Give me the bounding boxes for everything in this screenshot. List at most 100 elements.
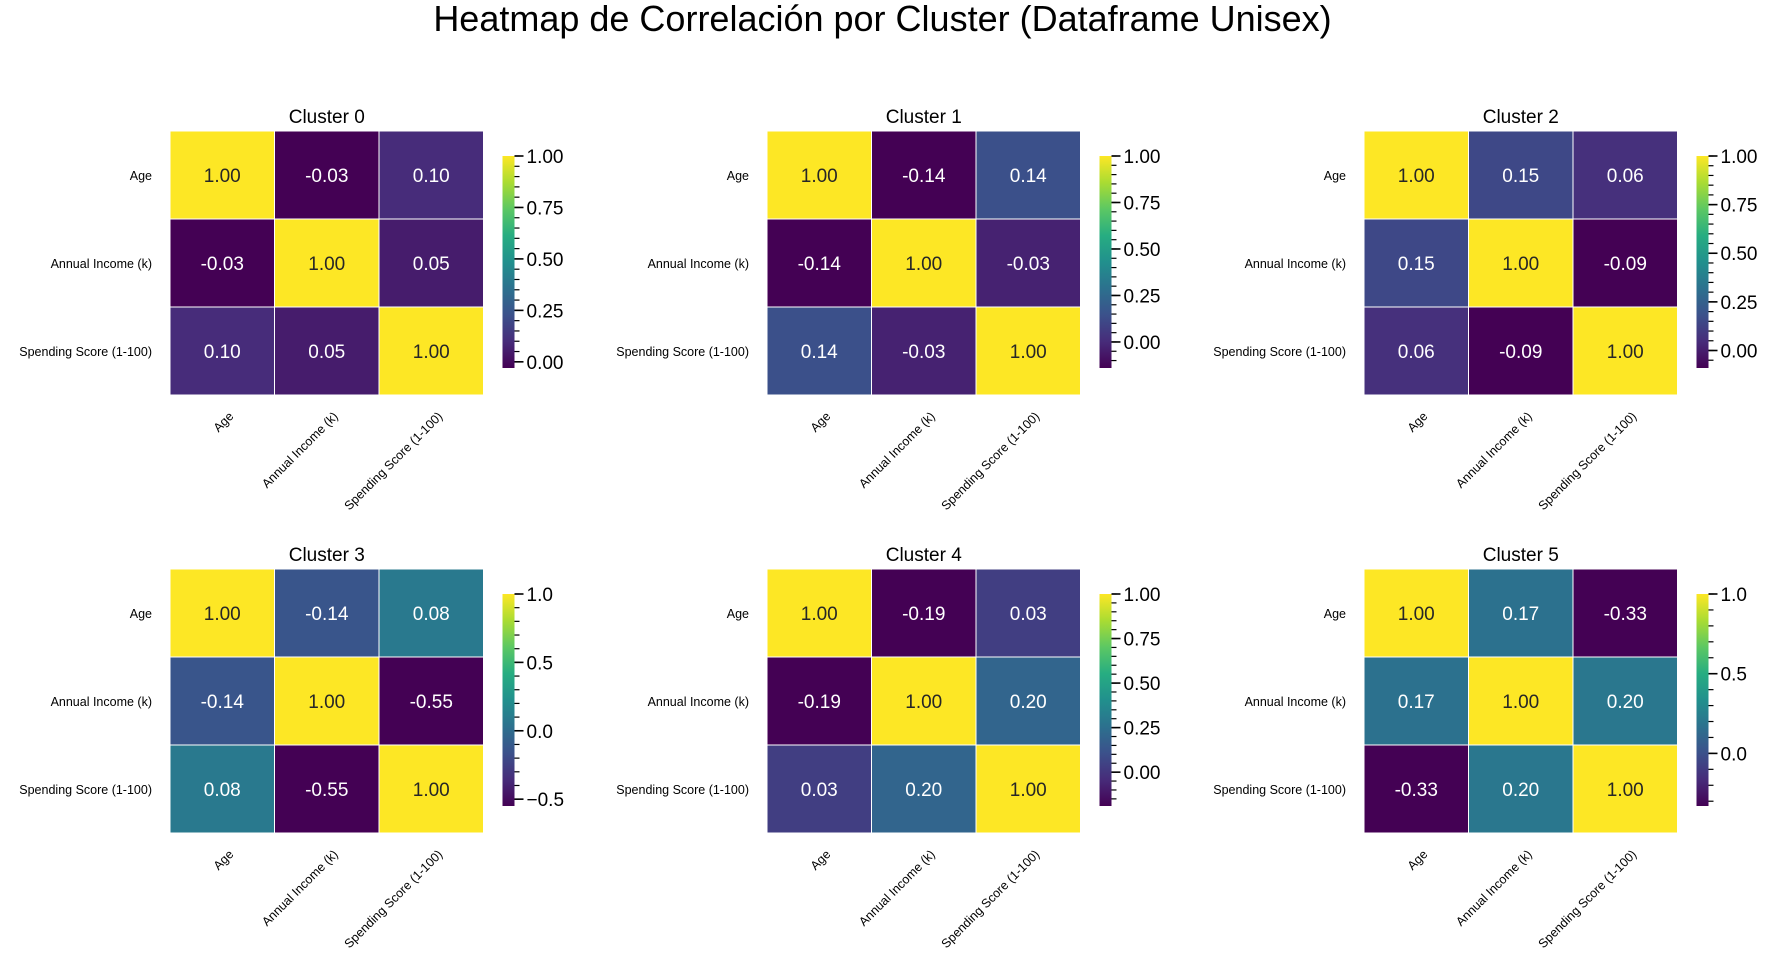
colorbar bbox=[1099, 594, 1112, 806]
x-tick-label: Age bbox=[211, 409, 237, 435]
cell-value-label: 0.05 bbox=[413, 254, 450, 275]
panel-title: Cluster 4 bbox=[886, 545, 962, 566]
colorbar-tick-label: 0.0 bbox=[527, 722, 553, 743]
heatmap-cell bbox=[274, 656, 380, 746]
y-tick-label: Age bbox=[1324, 607, 1346, 621]
cell-value-label: 0.06 bbox=[1398, 342, 1435, 363]
x-tick-label: Annual Income (k) bbox=[259, 847, 341, 929]
cell-value-label: -0.09 bbox=[1499, 342, 1542, 363]
heatmap-cell bbox=[871, 130, 977, 220]
colorbar-tick-label: 0.5 bbox=[1721, 665, 1747, 686]
cell-value-label: 1.00 bbox=[1607, 780, 1644, 801]
cell-value-label: 0.15 bbox=[1502, 166, 1539, 187]
y-tick-label: Age bbox=[130, 169, 152, 183]
colorbar-tick-label: 1.0 bbox=[1721, 585, 1747, 606]
x-tick-label: Spending Score (1-100) bbox=[1536, 847, 1640, 951]
colorbar-tick-label: 0.50 bbox=[527, 250, 564, 271]
heatmap-cell bbox=[1363, 568, 1469, 658]
figure-title: Heatmap de Correlación por Cluster (Data… bbox=[433, 0, 1332, 39]
heatmap-cell bbox=[378, 130, 484, 220]
colorbar bbox=[1696, 594, 1709, 806]
colorbar-tick-label: 0.00 bbox=[1124, 333, 1161, 354]
heatmap-cell bbox=[1572, 656, 1678, 746]
panel-title: Cluster 2 bbox=[1483, 107, 1559, 128]
heatmap-cell bbox=[1572, 306, 1678, 396]
cell-value-label: -0.03 bbox=[305, 166, 348, 187]
cell-value-label: 1.00 bbox=[308, 692, 345, 713]
cell-value-label: -0.33 bbox=[1604, 604, 1647, 625]
heatmap-panel: Cluster 5 1.00 0.17 -0.33 0.17 1.00 0.20 -0.33 0… bbox=[1213, 545, 1747, 951]
colorbar-tick-label: 1.00 bbox=[1124, 585, 1161, 606]
x-tick-label: Spending Score (1-100) bbox=[1536, 409, 1640, 513]
cell-value-label: -0.03 bbox=[1007, 254, 1050, 275]
heatmap-panel: Cluster 3 1.00 -0.14 0.08 -0.14 1.00 -0.55 0.08… bbox=[19, 545, 564, 951]
heatmap-cell bbox=[975, 306, 1081, 396]
panel-title: Cluster 5 bbox=[1483, 545, 1559, 566]
heatmap-cell bbox=[169, 130, 275, 220]
colorbar-tick-label: 0.00 bbox=[1721, 341, 1758, 362]
heatmap-cell bbox=[378, 306, 484, 396]
y-tick-label: Spending Score (1-100) bbox=[616, 345, 749, 359]
x-tick-label: Annual Income (k) bbox=[1453, 409, 1535, 491]
heatmap-cell bbox=[766, 130, 872, 220]
cell-value-label: 0.20 bbox=[1607, 692, 1644, 713]
cell-value-label: -0.14 bbox=[305, 604, 349, 625]
y-tick-label: Spending Score (1-100) bbox=[1213, 783, 1346, 797]
y-tick-label: Spending Score (1-100) bbox=[1213, 345, 1346, 359]
cell-value-label: -0.14 bbox=[798, 254, 842, 275]
heatmap-cell bbox=[871, 306, 977, 396]
heatmap-cell bbox=[1468, 218, 1574, 308]
x-tick-label: Age bbox=[1405, 847, 1431, 873]
heatmap-cell bbox=[1468, 656, 1574, 746]
cell-value-label: -0.19 bbox=[798, 692, 841, 713]
colorbar-tick-label: −0.5 bbox=[527, 790, 565, 811]
panel-title: Cluster 1 bbox=[886, 107, 962, 128]
heatmap-cell bbox=[378, 568, 484, 658]
heatmap-cell bbox=[766, 306, 872, 396]
cell-value-label: 0.05 bbox=[308, 342, 345, 363]
cell-value-label: -0.14 bbox=[201, 692, 245, 713]
cell-value-label: 0.17 bbox=[1398, 692, 1435, 713]
x-tick-label: Spending Score (1-100) bbox=[342, 409, 446, 513]
colorbar-tick-label: 0.00 bbox=[1124, 763, 1161, 784]
heatmap-cell bbox=[1572, 744, 1678, 834]
colorbar-tick-label: 0.75 bbox=[1124, 193, 1161, 214]
cell-value-label: -0.55 bbox=[305, 780, 348, 801]
colorbar-tick-label: 0.25 bbox=[1124, 719, 1161, 740]
colorbar-tick-label: 0.50 bbox=[1124, 674, 1161, 695]
heatmap-panel: Cluster 4 1.00 -0.19 0.03 -0.19 1.00 0.20 0.03 0… bbox=[616, 545, 1160, 951]
heatmap-cell bbox=[871, 744, 977, 834]
x-tick-label: Age bbox=[211, 847, 237, 873]
x-tick-label: Age bbox=[1405, 409, 1431, 435]
heatmap-cell bbox=[975, 130, 1081, 220]
heatmap-cell bbox=[1572, 218, 1678, 308]
heatmap-cell bbox=[766, 218, 872, 308]
panel-title: Cluster 3 bbox=[289, 545, 365, 566]
colorbar-tick-label: 1.00 bbox=[1124, 147, 1161, 168]
cell-value-label: -0.55 bbox=[410, 692, 453, 713]
y-tick-label: Annual Income (k) bbox=[51, 257, 152, 271]
heatmap-panel: Cluster 1 1.00 -0.14 0.14 -0.14 1.00 -0.03 0.14… bbox=[616, 107, 1160, 513]
colorbar bbox=[1099, 156, 1112, 368]
x-tick-label: Spending Score (1-100) bbox=[342, 847, 446, 951]
heatmap-cell bbox=[1468, 568, 1574, 658]
y-tick-label: Annual Income (k) bbox=[51, 695, 152, 709]
y-tick-label: Spending Score (1-100) bbox=[19, 783, 152, 797]
cell-value-label: 0.10 bbox=[204, 342, 241, 363]
cell-value-label: 1.00 bbox=[1502, 692, 1539, 713]
colorbar-tick-label: 1.0 bbox=[527, 585, 553, 606]
heatmap-cell bbox=[975, 218, 1081, 308]
y-tick-label: Annual Income (k) bbox=[648, 695, 749, 709]
colorbar-tick-label: 0.50 bbox=[1721, 244, 1758, 265]
heatmap-cell bbox=[766, 568, 872, 658]
heatmap-cell bbox=[274, 568, 380, 658]
cell-value-label: -0.19 bbox=[902, 604, 945, 625]
y-tick-label: Age bbox=[1324, 169, 1346, 183]
cell-value-label: 1.00 bbox=[1502, 254, 1539, 275]
colorbar bbox=[1696, 156, 1709, 368]
colorbar-tick-label: 0.5 bbox=[527, 653, 553, 674]
cell-value-label: 0.17 bbox=[1502, 604, 1539, 625]
cell-value-label: 0.14 bbox=[801, 342, 838, 363]
cell-value-label: 1.00 bbox=[801, 166, 838, 187]
